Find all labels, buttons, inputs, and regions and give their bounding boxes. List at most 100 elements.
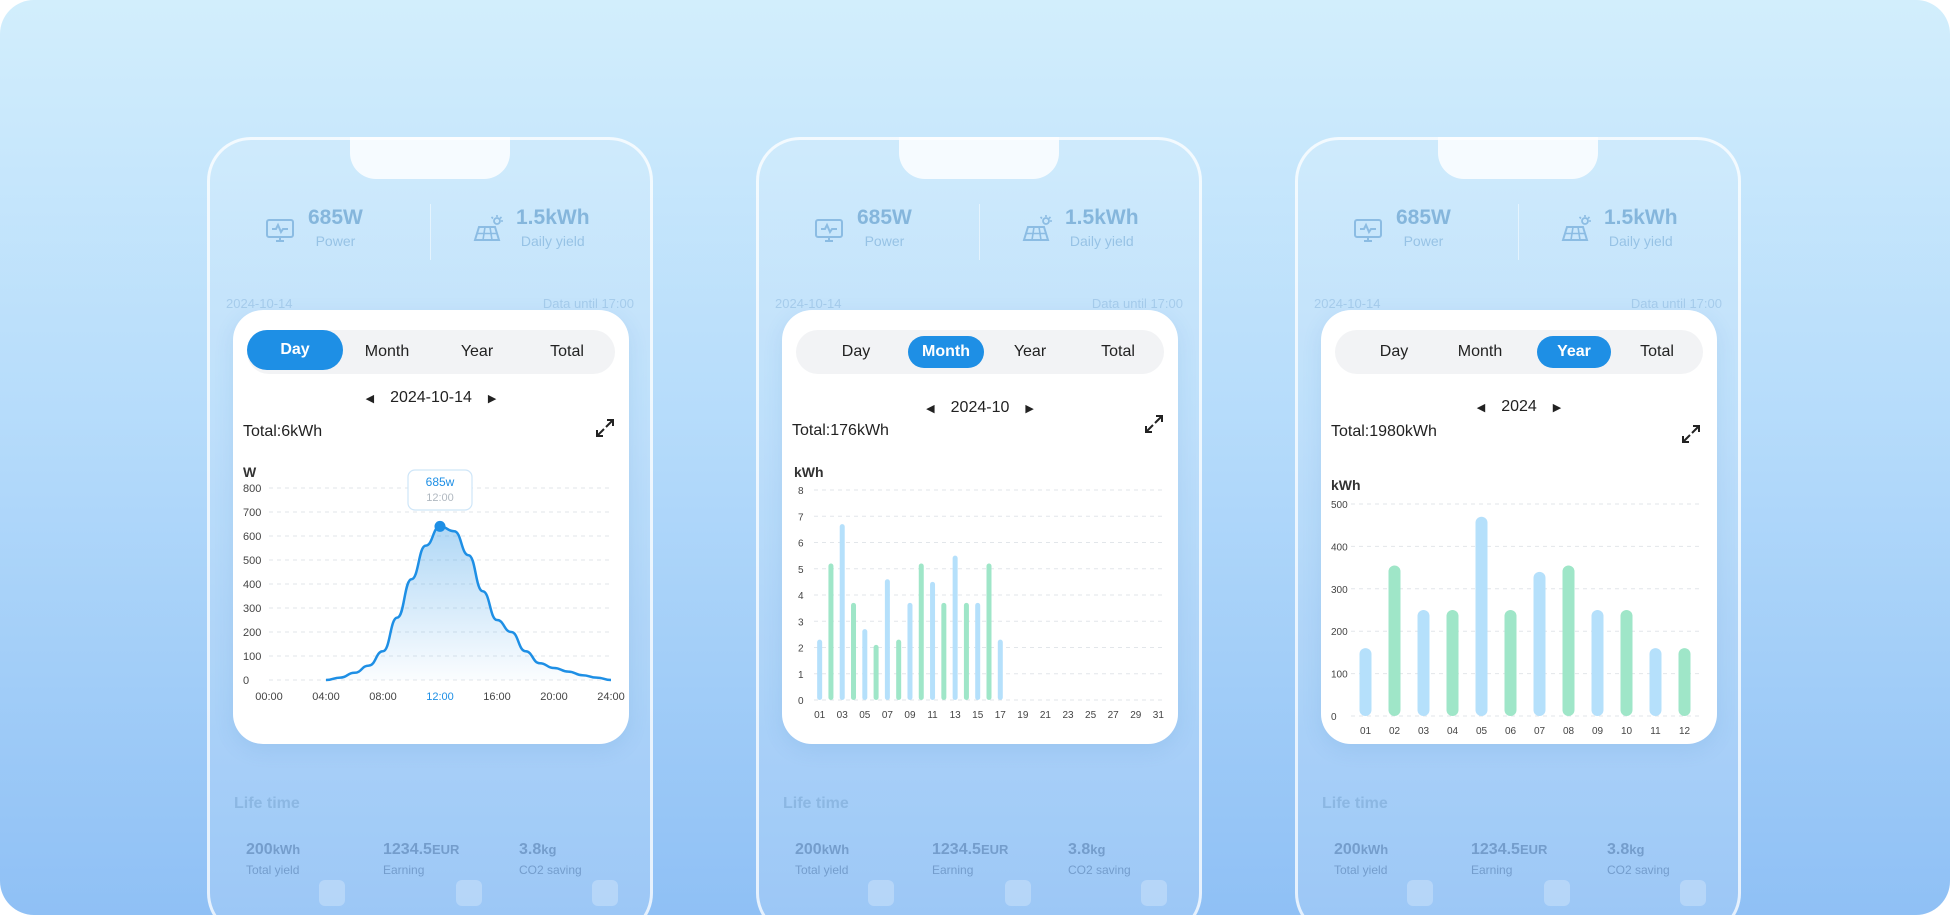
caret-left-icon[interactable]: ◀ — [1476, 401, 1486, 414]
bar — [873, 644, 879, 700]
x-tick-label: 04 — [1447, 726, 1459, 737]
faint-data-until: Data until 17:00 — [1091, 296, 1183, 311]
lifetime-yield-label: Total yield — [1334, 863, 1388, 877]
expand-icon[interactable] — [593, 416, 617, 440]
caret-right-icon[interactable]: ▶ — [1552, 401, 1562, 414]
lifetime-yield-label: Total yield — [795, 863, 849, 877]
stat-divider — [430, 204, 431, 260]
lifetime-co2-unit: kg — [1090, 842, 1106, 857]
daily-yield-stat: 1.5kWh Daily yield — [472, 206, 590, 249]
monitor-icon — [1354, 219, 1382, 242]
tab-day[interactable]: Day — [841, 343, 871, 360]
tab-day[interactable]: Day — [1379, 343, 1409, 360]
bar — [1620, 610, 1633, 716]
cloud-icon — [592, 880, 618, 906]
caret-left-icon[interactable]: ◀ — [365, 392, 375, 405]
tab-total[interactable]: Total — [550, 343, 584, 360]
bar — [1446, 610, 1459, 716]
cloud-icon — [1680, 880, 1706, 906]
y-tick-label: 300 — [243, 603, 261, 615]
power-value: 685W — [308, 206, 363, 229]
solar-panel-icon — [1561, 215, 1591, 241]
lifetime-earning-label: Earning — [383, 863, 425, 877]
faint-date: 2024-10-14 — [1314, 296, 1381, 311]
lifetime-earning: 1234.5EUR Earning — [383, 841, 459, 877]
x-tick-label: 12 — [1679, 726, 1691, 737]
peak-point — [434, 520, 446, 532]
lifetime-yield-unit: kWh — [272, 842, 301, 857]
lifetime-total-yield: 200kWh Total yield — [246, 841, 300, 877]
lifetime-earning-label: Earning — [932, 863, 974, 877]
solar-panel-icon — [1022, 215, 1052, 241]
lifetime-yield-label: Total yield — [246, 863, 300, 877]
expand-icon[interactable] — [1679, 422, 1703, 446]
yearly-bar-chart: kWh 0 100 200 300 400 500 01 02 03 04 05 06 07 08 09 10 1… — [1331, 477, 1699, 737]
caret-right-icon[interactable]: ▶ — [1025, 402, 1034, 415]
tab-year[interactable]: Year — [1013, 343, 1047, 360]
x-tick-label: 08 — [1563, 726, 1575, 737]
lifetime-co2-value: 3.8 — [1607, 841, 1630, 858]
lifetime-co2-value: 3.8 — [519, 841, 542, 858]
lifetime-title: Life time — [234, 795, 300, 812]
bar — [1591, 610, 1604, 716]
lifetime-earning-unit: EUR — [431, 842, 460, 857]
x-tick-label: 19 — [1017, 710, 1029, 721]
daily-yield-stat: 1.5kWh Daily yield — [1560, 206, 1678, 249]
lifetime-co2-unit: kg — [1629, 842, 1645, 857]
caret-right-icon[interactable]: ▶ — [487, 392, 497, 405]
monitor-icon — [815, 219, 843, 242]
x-tick-label: 11 — [1650, 726, 1661, 737]
bar — [952, 555, 958, 700]
phone-notch — [1438, 137, 1598, 179]
x-tick-label: 27 — [1108, 710, 1120, 721]
y-tick-label: 400 — [243, 579, 261, 591]
bar — [986, 563, 992, 700]
bar — [1475, 516, 1488, 716]
lifetime-total-yield: 200kWh Total yield — [795, 841, 849, 877]
daily-yield-value: 1.5kWh — [1065, 206, 1139, 229]
tab-year[interactable]: Year — [1537, 336, 1611, 368]
x-tick-label: 09 — [904, 710, 916, 721]
y-tick-label: 200 — [1331, 627, 1348, 638]
y-tick-label: 4 — [798, 591, 804, 602]
bar — [918, 563, 924, 700]
selected-date: 2024-10-14 — [390, 389, 472, 406]
x-tick-label: 02 — [1389, 726, 1401, 737]
tab-day[interactable]: Day — [247, 330, 343, 370]
tab-total[interactable]: Total — [1640, 343, 1674, 360]
lifetime-earning-value: 1234.5 — [383, 841, 432, 858]
y-tick-label: 6 — [798, 539, 804, 550]
bar — [1562, 565, 1575, 716]
power-label: Power — [1403, 233, 1444, 249]
coins-icon — [1544, 880, 1570, 906]
lifetime-earning: 1234.5EUR Earning — [932, 841, 1008, 877]
tab-month[interactable]: Month — [1457, 343, 1503, 360]
x-tick-label: 00:00 — [255, 691, 283, 703]
power-stat: 685W Power — [813, 206, 912, 249]
tab-total[interactable]: Total — [1101, 343, 1135, 360]
bar — [1649, 648, 1662, 716]
caret-left-icon[interactable]: ◀ — [926, 402, 935, 415]
y-tick-label: 0 — [798, 696, 804, 707]
x-tick-label: 15 — [972, 710, 984, 721]
tab-month[interactable]: Month — [364, 343, 410, 360]
y-tick-label: 500 — [1331, 500, 1348, 511]
bar — [1359, 648, 1372, 716]
y-tick-label: 7 — [798, 512, 804, 523]
x-tick-label: 03 — [837, 710, 849, 721]
faint-data-until: Data until 17:00 — [542, 296, 634, 311]
x-tick-label: 07 — [882, 710, 894, 721]
lifetime-co2-label: CO2 saving — [1068, 863, 1131, 877]
power-label: Power — [315, 233, 356, 249]
total-energy: Total:6kWh — [243, 423, 323, 440]
y-tick-label: 5 — [798, 565, 804, 576]
x-tick-label: 24:00 — [597, 691, 625, 703]
daily-yield-value: 1.5kWh — [1604, 206, 1678, 229]
tab-month[interactable]: Month — [908, 336, 984, 368]
bar — [907, 602, 913, 700]
tab-year[interactable]: Year — [460, 343, 494, 360]
expand-icon[interactable] — [1142, 412, 1166, 436]
bar — [930, 581, 936, 700]
bar — [851, 602, 857, 700]
